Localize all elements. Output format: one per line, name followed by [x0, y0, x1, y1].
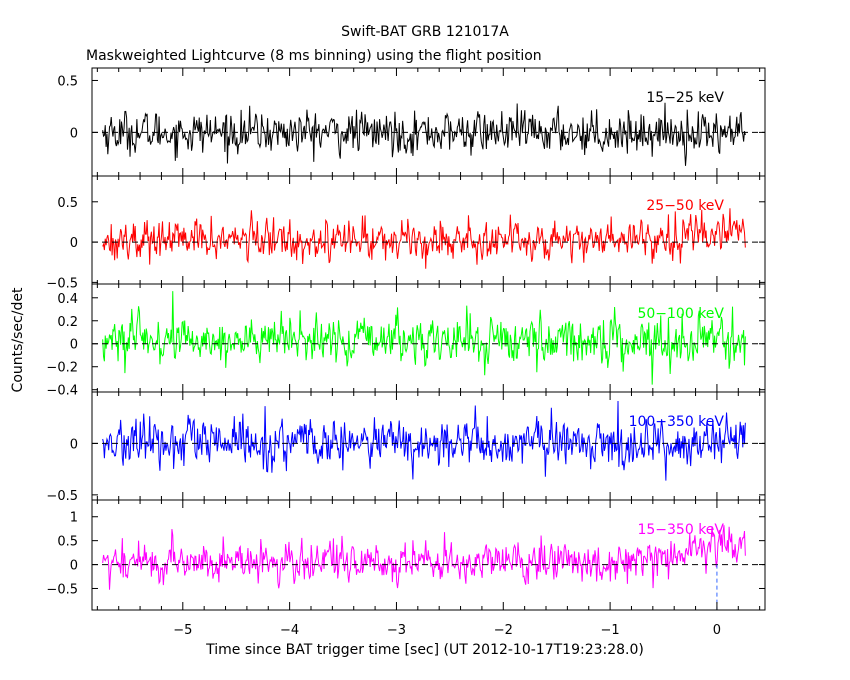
panel-2: −0.5 0 0.5 25−50 keV [46, 175, 766, 291]
x-tick-label: −5 [173, 623, 192, 638]
y-axis-label: Counts/sec/det [10, 287, 26, 392]
y-tick-label: −0.5 [46, 276, 78, 291]
x-axis-label: Time since BAT trigger time [sec] (UT 20… [205, 642, 644, 658]
lightcurve-series [102, 291, 746, 385]
y-tick-label: 0 [70, 559, 78, 574]
y-tick-label: 0.5 [57, 74, 78, 89]
y-tick-label: 0 [70, 437, 78, 452]
y-tick-label: 1 [70, 511, 78, 526]
chart-subtitle: Maskweighted Lightcurve (8 ms binning) u… [86, 48, 542, 64]
y-tick-label: 0.5 [57, 535, 78, 550]
y-tick-label: 0.2 [57, 315, 78, 330]
panel-1: 0 0.5 15−25 keV [57, 67, 766, 177]
panel-band-label: 25−50 keV [646, 198, 724, 214]
panel-3: −0.4 −0.2 0 0.2 0.4 50−100 keV [46, 283, 766, 399]
y-tick-label: −0.5 [46, 582, 78, 597]
panel-band-label: 50−100 keV [637, 306, 724, 322]
y-tick-label: 0.4 [57, 292, 78, 307]
x-tick-label: −4 [280, 623, 299, 638]
y-tick-label: 0 [70, 236, 78, 251]
y-tick-label: 0 [70, 338, 78, 353]
y-tick-label: −0.4 [46, 384, 78, 399]
x-tick-label: −2 [494, 623, 513, 638]
panel-band-label: 100−350 keV [629, 414, 725, 430]
x-tick-label: 0 [713, 623, 721, 638]
lightcurve-series [102, 401, 746, 481]
y-tick-label: −0.5 [46, 489, 78, 504]
lightcurve-series [102, 102, 746, 166]
y-tick-label: 0.5 [57, 196, 78, 211]
panel-band-label: 15−25 keV [646, 90, 724, 106]
chart-title: Swift-BAT GRB 121017A [341, 24, 509, 40]
panel-frame [91, 499, 766, 611]
panel-4: −0.5 0 100−350 keV [46, 391, 766, 504]
x-tick-label: −1 [601, 623, 620, 638]
panels-group: 00.515−25 keV−0.500.5 25−50 keV−0.4−0.200… [46, 67, 766, 638]
panel-5: −0.5 0 0.5 1 15−350 keV [46, 499, 766, 611]
y-tick-label: 0 [70, 126, 78, 141]
y-tick-label: −0.2 [46, 361, 78, 376]
lightcurve-series [102, 208, 746, 269]
panel-frame [91, 175, 766, 285]
panel-band-label: 15−350 keV [637, 522, 724, 538]
x-tick-label: −3 [387, 623, 406, 638]
